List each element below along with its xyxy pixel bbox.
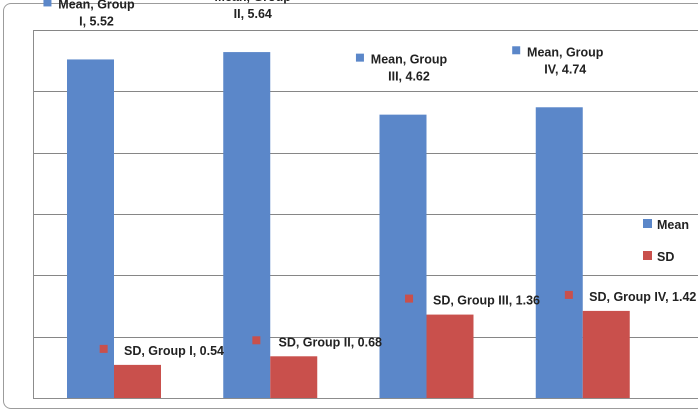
bar-sd-group-4 [582, 310, 630, 398]
data-label-text: SD, Group I, 0.54 [124, 344, 224, 358]
data-label-sd-group-4: SD, Group IV, 1.42 [564, 290, 696, 304]
data-label-mean-group-3: Mean, Group III, 4.62 [355, 53, 448, 84]
data-label-key [43, 0, 52, 7]
bar-mean-group-4 [535, 107, 583, 398]
legend-swatch [643, 251, 652, 260]
legend-swatch [643, 219, 652, 228]
data-label-sd-group-3: SD, Group III, 1.36 [405, 294, 540, 308]
data-label-text: II, 5.64 [234, 7, 272, 21]
data-label-sd-group-1: SD, Group I, 0.54 [99, 344, 224, 358]
data-label-sd-group-2: SD, Group II, 0.68 [252, 335, 382, 349]
legend: Mean SD [643, 218, 689, 264]
data-label-key [252, 336, 261, 345]
data-label-text: Mean, Group [58, 0, 135, 11]
bars [67, 52, 630, 398]
bar-sd-group-2 [270, 356, 318, 398]
data-label-key [99, 344, 108, 353]
data-label-text: Mean, Group [215, 0, 292, 4]
data-label-text: Mean, Group [371, 53, 448, 67]
bar-mean-group-3 [379, 114, 427, 398]
data-label-mean-group-1: Mean, Group I, 5.52 [43, 0, 135, 28]
data-label-mean-group-4: Mean, Group IV, 4.74 [512, 45, 604, 76]
data-label-key [564, 290, 573, 299]
data-label-key [355, 53, 364, 62]
data-label-key [512, 46, 521, 55]
data-label-text: SD, Group III, 1.36 [433, 294, 540, 308]
bar-mean-group-2 [223, 52, 271, 398]
data-label-text: Mean, Group [527, 45, 604, 59]
data-label-text: III, 4.62 [388, 70, 430, 84]
data-labels: Mean, Group I, 5.52 SD, Group I, 0.54 Mean,… [43, 0, 696, 358]
legend-item-sd: SD [643, 250, 674, 264]
legend-label: Mean [657, 218, 689, 232]
bar-mean-group-1 [67, 59, 114, 398]
data-label-text: I, 5.52 [79, 14, 114, 28]
data-label-mean-group-2: Mean, Group II, 5.64 [215, 0, 292, 21]
gridlines [33, 30, 698, 399]
data-label-text: IV, 4.74 [544, 62, 586, 76]
legend-label: SD [657, 250, 674, 264]
bar-sd-group-3 [426, 314, 474, 398]
data-label-text: SD, Group IV, 1.42 [589, 290, 696, 304]
legend-item-mean: Mean [643, 218, 689, 232]
data-label-key [405, 294, 414, 303]
bar-sd-group-1 [114, 364, 161, 398]
data-label-text: SD, Group II, 0.68 [279, 335, 383, 349]
